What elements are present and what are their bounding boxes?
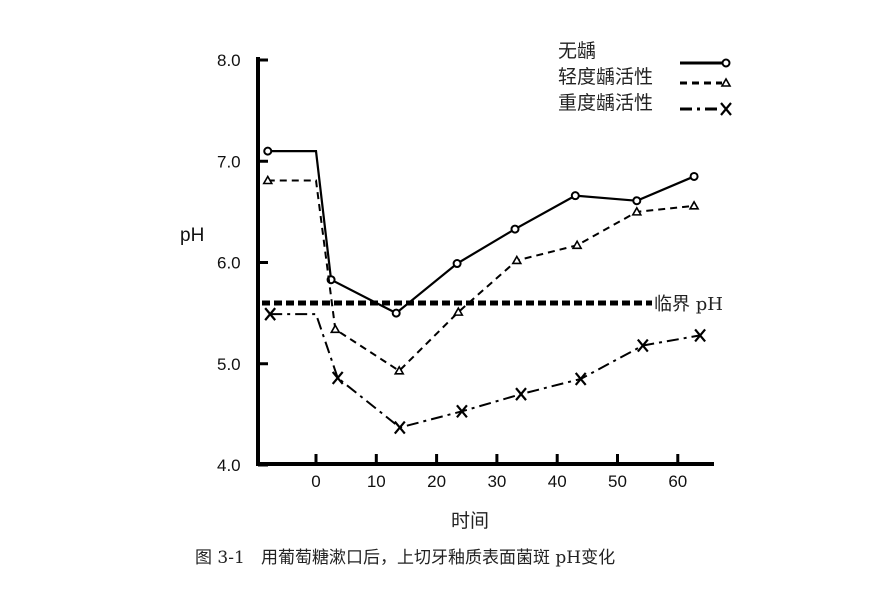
legend-label: 重度龋活性 [558, 92, 653, 114]
y-tick-label: 6.0 [217, 254, 241, 273]
x-axis-label: 时间 [451, 510, 489, 532]
x-tick-label: 0 [311, 472, 320, 491]
triangle-marker-icon [452, 306, 464, 316]
circle-marker-icon [263, 146, 273, 156]
triangle-marker-icon [511, 254, 523, 265]
x-marker-icon [331, 371, 344, 385]
triangle-marker-icon [720, 77, 732, 87]
x-marker-icon [636, 338, 649, 353]
legend-label: 无龋 [558, 40, 596, 62]
circle-marker-icon [570, 191, 580, 201]
circle-marker-icon [632, 196, 642, 206]
x-marker-icon [574, 372, 587, 386]
triangle-marker-icon [393, 365, 405, 375]
x-tick-label: 40 [548, 472, 567, 491]
x-tick-label: 10 [367, 472, 386, 491]
x-marker-icon [515, 387, 527, 401]
legend-label: 轻度龋活性 [558, 66, 653, 88]
axes: 4.0 5.0 6.0 7.0 8.0 0 10 20 30 40 50 60 [217, 51, 714, 491]
triangle-marker-icon [688, 200, 700, 210]
triangle-marker-icon [631, 206, 643, 216]
y-axis-label: pH [180, 225, 204, 246]
triangle-marker-icon [262, 174, 274, 185]
series-1 [262, 174, 700, 375]
series-line [267, 150, 695, 315]
x-tick-label: 30 [487, 472, 506, 491]
y-tick-label: 5.0 [217, 355, 241, 374]
triangle-marker-icon [571, 239, 583, 250]
series-0 [263, 146, 699, 318]
x-marker-icon [264, 307, 277, 321]
critical-ph-line: 临界 pH [262, 294, 723, 315]
critical-ph-label: 临界 pH [654, 294, 723, 315]
y-tick-label: 7.0 [217, 152, 241, 171]
x-marker-icon [393, 420, 406, 435]
circle-marker-icon [721, 58, 731, 68]
x-tick-label: 60 [668, 472, 687, 491]
x-tick-label: 50 [608, 472, 627, 491]
triangle-marker-icon [329, 323, 341, 334]
data-series [262, 146, 706, 435]
series-2 [264, 307, 706, 435]
x-tick-label: 20 [427, 472, 446, 491]
series-line [267, 179, 695, 373]
y-tick-label: 8.0 [217, 51, 241, 70]
x-marker-icon [720, 102, 732, 116]
circle-marker-icon [510, 224, 520, 234]
circle-marker-icon [391, 308, 401, 318]
y-tick-label: 4.0 [217, 456, 241, 475]
figure-caption: 图 3-1 用葡萄糖漱口后，上切牙釉质表面菌斑 pH变化 [195, 548, 616, 568]
x-marker-icon [456, 404, 468, 419]
circle-marker-icon [452, 259, 462, 269]
x-marker-icon [694, 328, 706, 343]
circle-marker-icon [689, 171, 699, 181]
